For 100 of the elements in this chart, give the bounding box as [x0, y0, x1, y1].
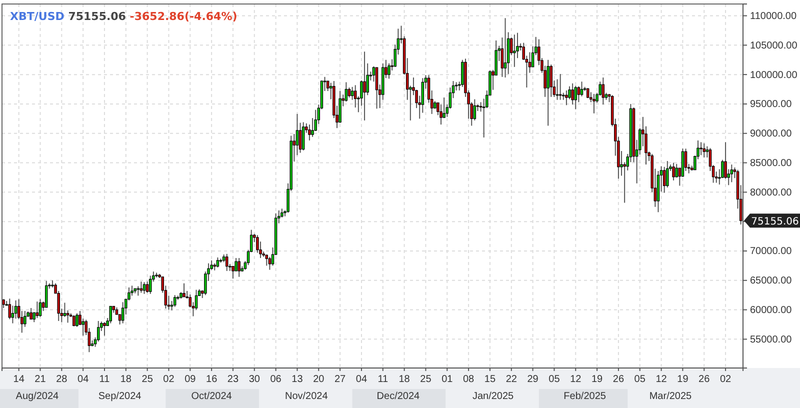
x-tick-label: 05: [634, 374, 646, 386]
candlestick: [700, 142, 702, 156]
x-tick-label: 29: [527, 374, 539, 386]
candlestick: [238, 258, 240, 278]
y-tick-label: 105000.00: [750, 40, 798, 52]
candlestick: [602, 77, 605, 106]
candlestick: [146, 281, 149, 294]
candlestick: [558, 73, 562, 100]
x-tick-label: 11: [99, 374, 110, 386]
candlestick: [662, 166, 666, 194]
y-tick-label: 55000.00: [750, 334, 792, 346]
x-tick-label: 04: [356, 374, 368, 386]
x-tick-label: 02: [720, 374, 732, 386]
x-tick-label: 04: [78, 374, 90, 386]
x2-tick-label: Jan/2025: [472, 391, 514, 402]
x-tick-label: 27: [334, 374, 346, 386]
x-tick-label: 08: [462, 374, 475, 386]
x-tick-label: 01: [442, 374, 454, 386]
x-tick-label: 11: [378, 374, 389, 386]
candlestick: [311, 118, 314, 138]
candlestick: [550, 64, 553, 98]
candlestick: [216, 256, 220, 268]
candlestick: [109, 306, 112, 324]
x-tick-label: 05: [548, 374, 560, 386]
candlestick: [225, 253, 228, 272]
x-tick-label: 18: [120, 374, 132, 386]
candlestick: [14, 300, 18, 320]
x-tick-label: 12: [656, 374, 668, 386]
y-tick-label: 65000.00: [750, 276, 792, 287]
text: 75155.06: [751, 216, 799, 228]
candlestick: [556, 78, 559, 100]
candlestick: [702, 142, 706, 158]
x2-tick-label: Mar/2025: [649, 391, 692, 402]
candlestick: [348, 87, 351, 98]
candlestick: [36, 301, 39, 319]
x2-tick-label: Nov/2024: [285, 391, 328, 402]
x2-tick-label: Aug/2024: [16, 391, 60, 402]
x2-tick-label: Feb/2025: [564, 391, 606, 402]
x-tick-label: 19: [591, 374, 604, 386]
candlestick: [354, 84, 357, 108]
y-tick-label: 80000.00: [750, 187, 792, 198]
x2-tick-label: Sep/2024: [98, 391, 142, 402]
x-tick-label: 25: [142, 374, 154, 386]
candlestick: [44, 280, 48, 308]
candlestick: [149, 275, 152, 294]
y-tick-label: 110000.00: [750, 10, 797, 22]
x-tick-label: 12: [570, 374, 582, 386]
x-tick-label: 23: [227, 374, 239, 386]
candlestick: [121, 302, 124, 324]
text: XBT/USD: [10, 10, 64, 23]
y-tick-label: 90000.00: [750, 128, 792, 140]
x-tick-label: 19: [677, 374, 689, 386]
x-tick-label: 15: [484, 374, 496, 386]
x-tick-label: 25: [420, 374, 432, 386]
y-tick-label: 100000.00: [750, 70, 798, 81]
candlestick: [30, 308, 32, 320]
candlestick: [103, 322, 106, 336]
y-tick-label: 95000.00: [750, 99, 792, 110]
x-tick-label: 18: [398, 374, 410, 386]
x2-tick-label: Oct/2024: [191, 391, 232, 402]
candlestick: [350, 86, 354, 100]
x-tick-label: 26: [612, 374, 624, 386]
candlestick: [546, 59, 550, 126]
candlestick: [142, 282, 146, 294]
candlestick: [672, 162, 675, 181]
annotation: 75155.06: [64, 10, 126, 23]
x-tick-label: 28: [56, 374, 68, 386]
x-tick-label: 21: [34, 374, 46, 386]
candlestick: [388, 62, 390, 80]
candlestick: [565, 90, 568, 106]
x-tick-label: 02: [163, 374, 175, 386]
candlestick: [66, 310, 70, 324]
y-tick-label: 60000.00: [750, 304, 792, 316]
candlestick: [234, 258, 238, 272]
x-tick-label: 09: [184, 374, 196, 386]
candlestick: [82, 318, 84, 336]
candlestick: [442, 97, 446, 119]
candlestick: [265, 254, 268, 266]
candlestick: [592, 93, 596, 114]
x-tick-label: 22: [506, 374, 518, 386]
candlestick: [571, 82, 574, 106]
candlestick: [574, 85, 577, 110]
x-tick-label: 20: [313, 374, 325, 386]
candlestick: [375, 67, 378, 110]
x-tick-label: 30: [248, 374, 260, 386]
candlestick: [730, 164, 734, 183]
candlestick: [8, 298, 12, 320]
x2-tick-label: Dec/2024: [376, 391, 420, 402]
candlestick: [513, 34, 516, 68]
candlestick: [182, 282, 186, 298]
candlestick: [38, 298, 42, 318]
candlestick: [76, 312, 78, 328]
candlestick: [473, 98, 476, 121]
candlestick: [504, 18, 507, 78]
x-tick-label: 14: [13, 374, 25, 386]
candlestick: [344, 82, 348, 102]
candlestick: [577, 86, 580, 103]
candlestick: [130, 285, 134, 296]
candlestick: [302, 122, 305, 151]
annotation: -3652.86(-4.64%): [126, 10, 238, 23]
